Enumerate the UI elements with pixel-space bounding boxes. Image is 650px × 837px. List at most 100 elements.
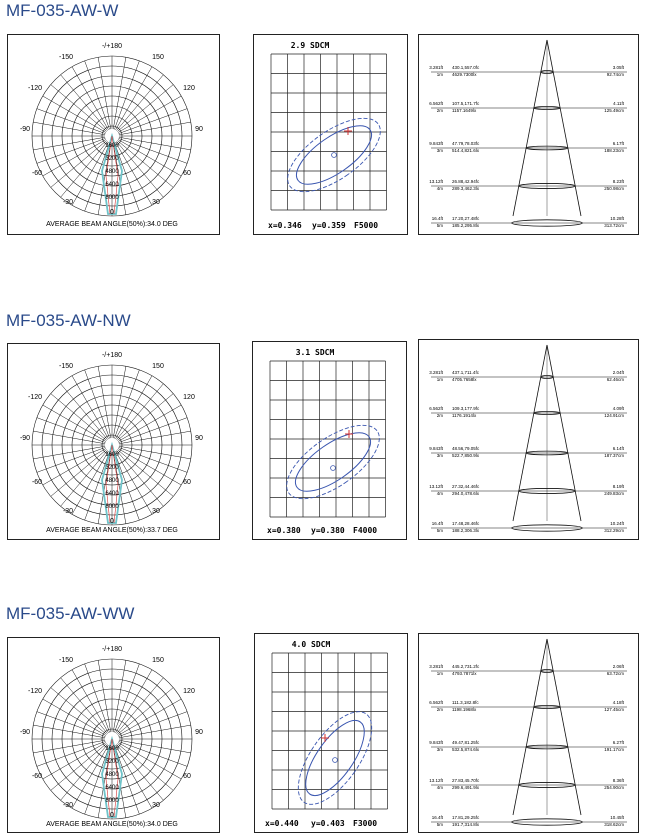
cie-marks xyxy=(287,117,381,193)
angle-label-tr: 150 xyxy=(152,657,164,664)
polar-spoke xyxy=(115,141,153,206)
polar-spoke xyxy=(117,448,182,486)
polar-spoke xyxy=(114,745,140,815)
angle-label-ml: -90 xyxy=(20,435,30,442)
polar-diagram: -/+180 -150 150 -120 120 -90 90 -60 60 -… xyxy=(7,34,220,235)
angle-label-br: 30 xyxy=(152,508,160,515)
intensity-label: 1600 xyxy=(105,746,119,752)
sdcm-ellipse-outer xyxy=(287,117,381,193)
row-m: 2m xyxy=(437,108,444,113)
angle-label-tr: 150 xyxy=(152,363,164,370)
cie-x-value: x=0.346 xyxy=(268,221,302,230)
polar-spoke xyxy=(71,375,109,440)
chromaticity-point xyxy=(330,465,336,471)
row-dcm: 250.98cm xyxy=(604,186,624,191)
polar-spoke xyxy=(50,449,107,497)
intensity-label: 4800 xyxy=(105,169,119,175)
polar-spoke xyxy=(117,140,174,188)
angle-label-ll: -60 xyxy=(32,773,42,780)
row-lx: 294.0,478.6lx xyxy=(452,491,480,496)
row-ft: 6.562ft xyxy=(429,700,444,705)
angle-label-ul: -120 xyxy=(28,85,42,92)
row-ft: 3.281ft xyxy=(429,65,444,70)
polar-spoke xyxy=(117,698,182,736)
intensity-label: 8000 xyxy=(105,504,119,510)
polar-spoke xyxy=(97,745,112,818)
row-m: 1m xyxy=(437,72,444,77)
polar-spoke xyxy=(118,108,188,134)
angle-label-top: -/+180 xyxy=(102,43,122,50)
row-ft: 16.4ft xyxy=(432,521,444,526)
polar-spoke xyxy=(97,142,112,215)
cie-svg: 4.0 SDCM x=0.440 y=0.403 F3000 xyxy=(265,640,388,828)
cone-ellipse xyxy=(511,219,583,227)
polar-spoke xyxy=(97,451,112,524)
row-fc: 109.3,177.9fc xyxy=(452,406,480,411)
angle-label-lr: 60 xyxy=(183,479,191,486)
polar-spoke xyxy=(71,141,109,206)
row-dcm: 187.37cm xyxy=(604,453,624,458)
polar-spoke xyxy=(117,404,182,442)
cone-ellipse xyxy=(533,411,561,415)
polar-spoke xyxy=(117,393,174,441)
beam-angle-label: AVERAGE BEAM ANGLE(50%):34.0 DEG xyxy=(46,821,178,828)
cone-edge xyxy=(512,344,548,522)
row-fc: 111.3,182.8fc xyxy=(452,700,479,705)
angle-label-ul: -120 xyxy=(28,394,42,401)
polar-spoke xyxy=(84,369,110,439)
polar-spoke xyxy=(118,138,188,164)
row-ft: 3.281ft xyxy=(429,370,444,375)
row-fc: 27.32,44.46fc xyxy=(452,484,480,489)
row-lx: 532.5,874.6lx xyxy=(452,747,480,752)
polar-spoke xyxy=(84,142,110,212)
polar-spoke xyxy=(115,375,153,440)
row-dcm: 312.29cm xyxy=(604,528,624,533)
row-dcm: 254.90cm xyxy=(604,785,624,790)
row-dft: 6.17ft xyxy=(613,141,625,146)
row-m: 1m xyxy=(437,377,444,382)
polar-spoke xyxy=(60,141,108,198)
intensity-curve xyxy=(101,735,123,818)
polar-svg: -/+180 -150 150 -120 120 -90 90 -60 60 -… xyxy=(20,352,203,534)
cie-svg: 3.1 SDCM x=0.380 y=0.380 F4000 xyxy=(267,348,386,535)
polar-spoke xyxy=(115,669,153,734)
row-dft: 10.45ft xyxy=(610,815,625,820)
row-dcm: 313.72cm xyxy=(604,223,624,228)
polar-svg: -/+180 -150 150 -120 120 -90 90 -60 60 -… xyxy=(20,646,203,828)
cone-edge xyxy=(512,638,548,816)
section-title: MF-035-AW-W xyxy=(6,1,119,20)
sdcm-ellipse xyxy=(305,720,365,796)
polar-spoke xyxy=(117,449,174,497)
cie-svg: 2.9 SDCM x=0.346 y=0.359 F5000 xyxy=(268,41,387,230)
row-fc: 48.56,79.05fc xyxy=(452,446,480,451)
polar-spoke xyxy=(71,669,109,734)
polar-spoke xyxy=(71,744,109,809)
row-dft: 4.11ft xyxy=(613,101,625,106)
row-fc: 47.79,78.03fc xyxy=(452,141,480,146)
row-dcm: 62.46cm xyxy=(607,377,625,382)
angle-label-ll: -60 xyxy=(32,170,42,177)
polar-grid xyxy=(31,658,193,820)
polar-spoke xyxy=(118,121,191,136)
row-m: 2m xyxy=(437,413,444,418)
polar-spoke xyxy=(33,445,106,460)
row-fc: 17.81,29.25fc xyxy=(452,815,480,820)
polar-spoke xyxy=(36,108,106,134)
row-dcm: 125.49cm xyxy=(604,108,624,113)
row-lx: 289.3,462.3lx xyxy=(452,186,480,191)
row-fc: 26.88,42.94fc xyxy=(452,179,480,184)
polar-spoke xyxy=(60,383,108,440)
cct-value: F3000 xyxy=(353,819,377,828)
intensity-label: 1600 xyxy=(105,452,119,458)
cone-ellipse xyxy=(525,450,569,456)
polar-spoke xyxy=(115,744,153,809)
angle-label-br: 30 xyxy=(152,802,160,809)
sdcm-ellipse-outer xyxy=(297,711,373,805)
row-m: 4m xyxy=(437,186,444,191)
polar-spoke xyxy=(36,417,106,443)
polar-spoke xyxy=(117,742,182,780)
polar-spoke xyxy=(117,95,182,133)
illuminance-cone: 3.281ft 1m 445.2,731.2fc 4793.7871lx 2.0… xyxy=(418,633,639,833)
row-dft: 8.36ft xyxy=(613,778,625,783)
intensity-curve-secondary xyxy=(105,738,119,818)
